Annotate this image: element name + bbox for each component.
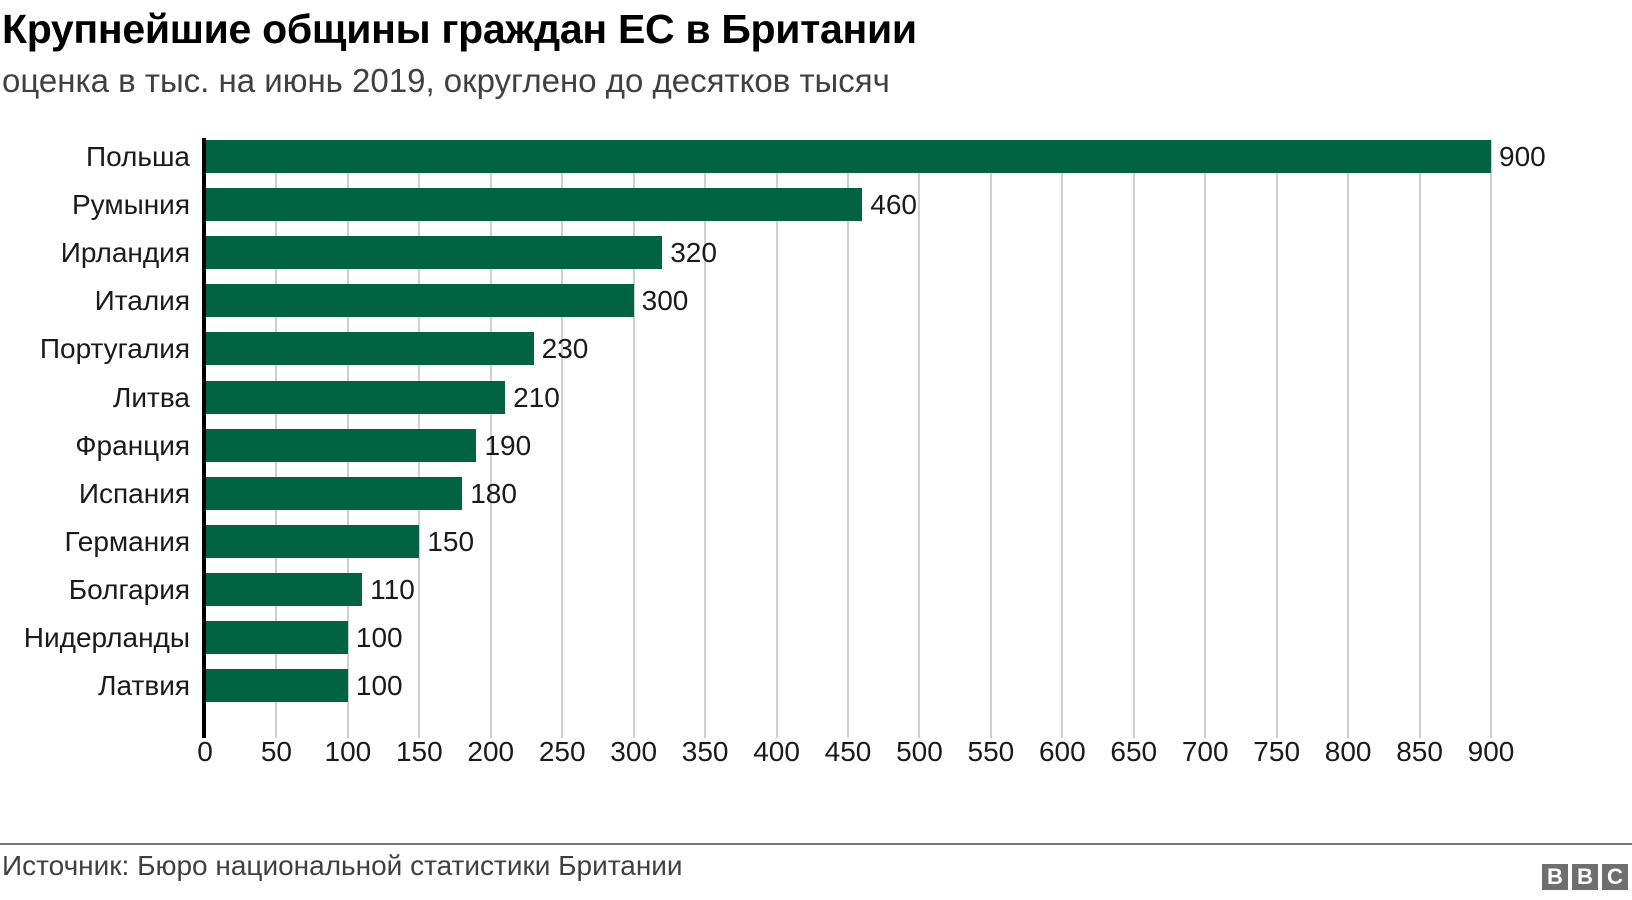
- x-tick-label: 750: [1253, 736, 1301, 767]
- x-tick-label: 300: [610, 736, 658, 767]
- category-label: Португалия: [39, 333, 190, 365]
- x-tick-label: 0: [197, 736, 213, 767]
- bar: [205, 284, 634, 318]
- gridline: [775, 140, 778, 738]
- x-tick-label: 600: [1038, 736, 1086, 767]
- category-label: Румыния: [71, 189, 190, 221]
- gridline: [561, 140, 564, 738]
- bar: [205, 476, 463, 510]
- x-tick-label: 550: [967, 736, 1015, 767]
- gridline: [1132, 140, 1135, 738]
- x-tick-label: 900: [1467, 736, 1515, 767]
- gridline: [1418, 140, 1421, 738]
- x-tick-label: 700: [1181, 736, 1229, 767]
- category-label: Франция: [75, 429, 190, 461]
- value-label: 100: [355, 622, 403, 653]
- chart-subtitle: оценка в тыс. на июнь 2019, округлено до…: [2, 62, 890, 99]
- category-label: Италия: [94, 285, 190, 317]
- value-label: 150: [427, 525, 475, 557]
- x-tick-label: 850: [1396, 736, 1443, 767]
- value-label: 300: [641, 285, 689, 317]
- x-tick-label: 250: [538, 736, 586, 767]
- bar: [205, 332, 534, 366]
- value-label: 100: [355, 670, 403, 702]
- gridline: [1347, 140, 1350, 738]
- footer-divider: [0, 843, 1632, 845]
- category-label: Нидерланды: [23, 622, 190, 653]
- gridline: [989, 140, 992, 738]
- bar: [205, 380, 506, 414]
- value-label: 900: [1499, 141, 1546, 172]
- x-tick-label: 200: [467, 736, 515, 767]
- gridline: [1061, 140, 1064, 738]
- value-label: 460: [870, 189, 917, 221]
- gridline: [489, 140, 492, 738]
- x-tick-label: 800: [1324, 736, 1372, 767]
- category-label: Болгария: [68, 573, 190, 605]
- category-label: Литва: [113, 381, 190, 413]
- bar: [205, 669, 348, 703]
- gridline: [632, 140, 635, 738]
- value-label: 110: [370, 573, 415, 605]
- bar: [205, 621, 348, 654]
- gridline: [704, 140, 707, 738]
- bbc-logo-letter: B: [1542, 864, 1568, 890]
- category-label: Латвия: [98, 670, 190, 702]
- x-tick-label: 350: [681, 736, 729, 767]
- bar: [205, 188, 863, 222]
- x-tick-label: 400: [753, 736, 800, 767]
- x-tick-label: 100: [324, 736, 372, 767]
- bbc-logo: B B C: [1542, 864, 1628, 890]
- value-label: 180: [470, 477, 517, 509]
- x-tick-label: 50: [260, 736, 293, 767]
- gridline: [1275, 140, 1278, 738]
- bar: [205, 140, 1491, 173]
- source-note: Источник: Бюро национальной статистики Б…: [2, 850, 683, 881]
- gridline: [1490, 140, 1492, 738]
- bar: [205, 428, 477, 462]
- value-label: 230: [541, 333, 589, 365]
- category-label: Испания: [78, 477, 190, 509]
- bar: [205, 524, 420, 558]
- value-label: 210: [513, 381, 560, 413]
- value-label: 190: [484, 429, 532, 461]
- gridline: [918, 140, 921, 738]
- bbc-logo-letter: B: [1572, 864, 1598, 890]
- x-tick-label: 150: [395, 736, 443, 767]
- bar: [205, 572, 363, 606]
- gridline: [1204, 140, 1207, 738]
- y-axis-line: [202, 138, 206, 738]
- category-label: Германия: [64, 525, 190, 557]
- category-label: Ирландия: [60, 237, 190, 269]
- x-tick-label: 500: [896, 736, 943, 767]
- gridline: [847, 140, 849, 738]
- x-tick-label: 650: [1110, 736, 1158, 767]
- x-tick-label: 450: [824, 736, 872, 767]
- bar-chart-plot: Польша 900 Румыния 460 Ирландия 320 Италия 300 П…: [23, 138, 1546, 767]
- category-label: Польша: [85, 141, 190, 172]
- value-label: 320: [670, 237, 717, 269]
- chart-title: Крупнейшие общины граждан ЕС в Британии: [2, 6, 917, 52]
- bbc-logo-letter: C: [1602, 864, 1628, 890]
- bar: [205, 236, 663, 270]
